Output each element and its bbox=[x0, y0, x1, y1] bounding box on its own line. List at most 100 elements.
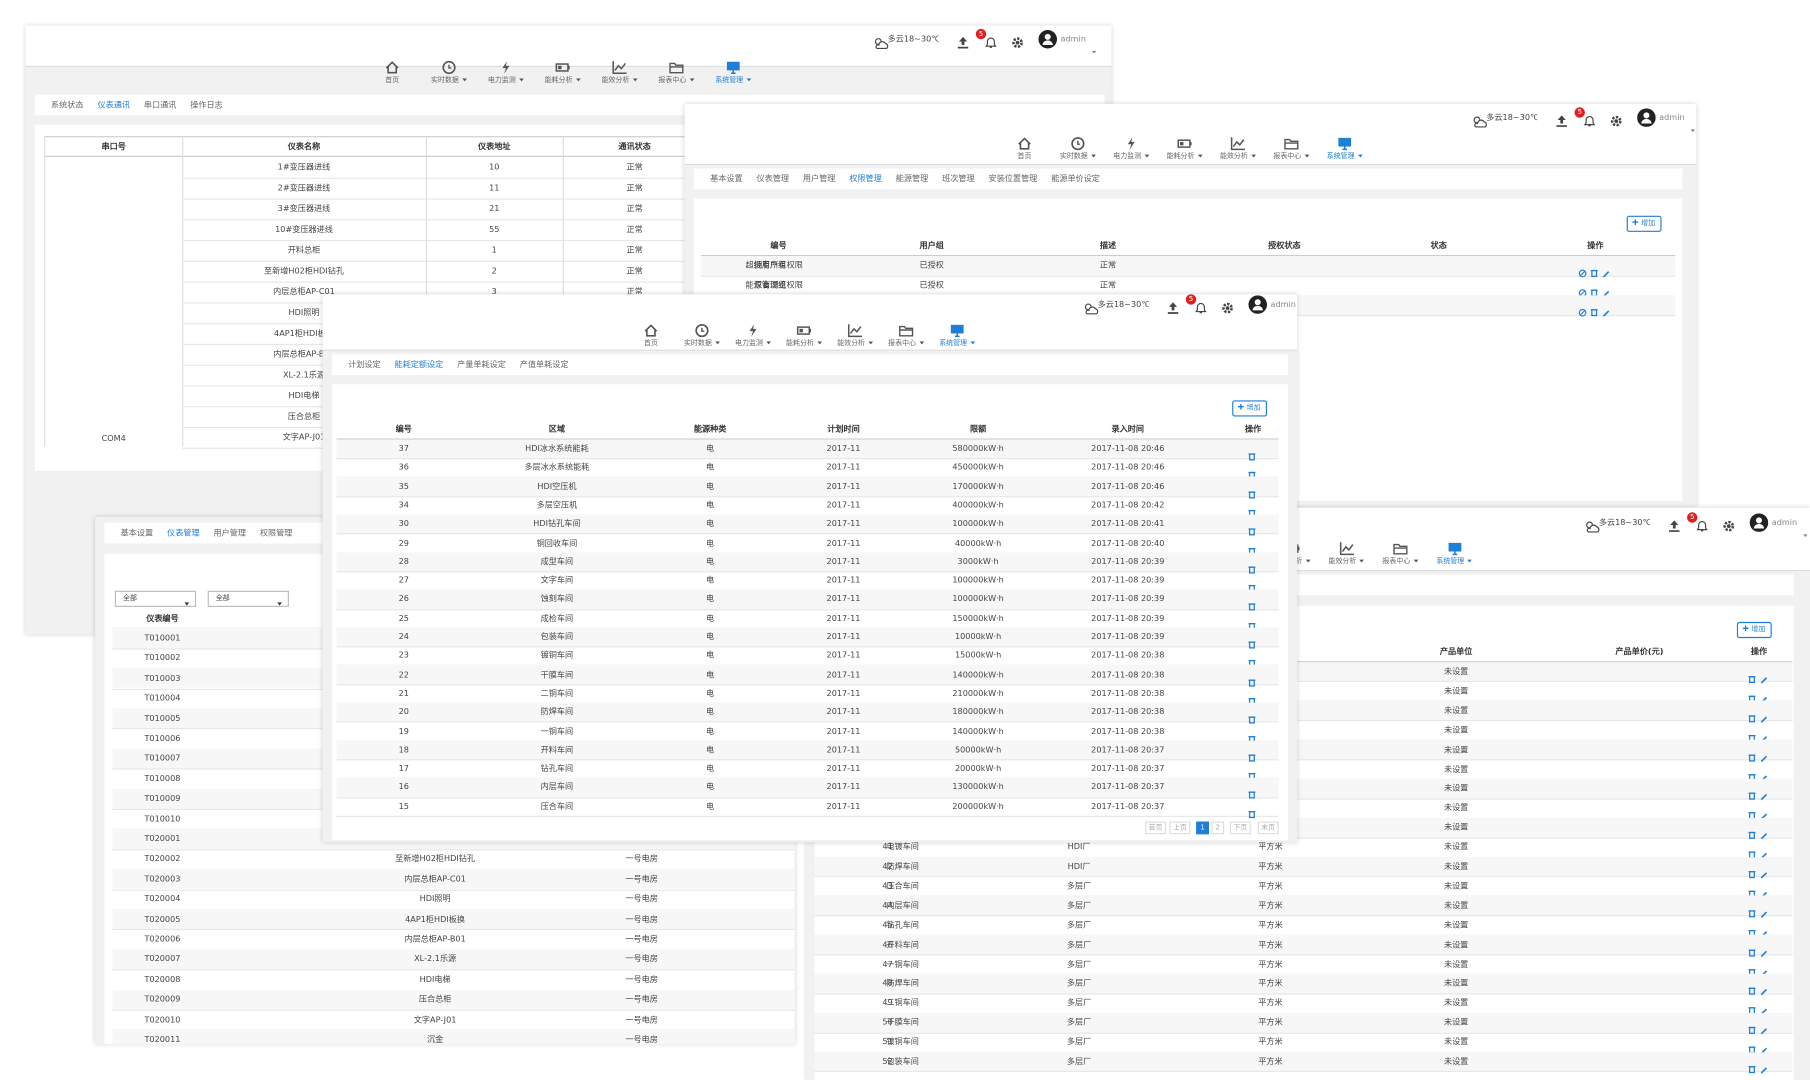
nav-label[interactable]: 首页 bbox=[643, 339, 658, 348]
page-button[interactable]: 末页 bbox=[1257, 821, 1279, 835]
bell-icon[interactable] bbox=[1695, 516, 1709, 532]
nav-label[interactable]: 系统管理 bbox=[1326, 152, 1355, 161]
tab[interactable]: 仪表管理 bbox=[756, 174, 789, 184]
nav-icon[interactable] bbox=[949, 321, 965, 338]
nav-item[interactable]: 首页 bbox=[616, 338, 686, 348]
row-action[interactable] bbox=[1759, 959, 1768, 977]
add-label[interactable]: 增加 bbox=[1751, 625, 1766, 634]
upload-icon[interactable] bbox=[1667, 516, 1681, 532]
settings-icon[interactable] bbox=[1221, 298, 1235, 314]
row-action[interactable] bbox=[1247, 613, 1256, 630]
row-action[interactable] bbox=[1590, 280, 1599, 297]
row-action[interactable] bbox=[1759, 920, 1768, 938]
nav-icon[interactable] bbox=[668, 58, 684, 74]
row-action[interactable] bbox=[1247, 651, 1256, 668]
row-action[interactable] bbox=[1247, 726, 1256, 743]
row-action[interactable] bbox=[1247, 708, 1256, 724]
tab[interactable]: 产量单耗设定 bbox=[457, 360, 506, 370]
nav-icon[interactable] bbox=[1123, 134, 1139, 151]
nav-label[interactable]: 能耗分析 bbox=[544, 76, 573, 85]
row-action[interactable] bbox=[1759, 881, 1768, 899]
filter-select[interactable]: 全部 bbox=[114, 590, 197, 607]
avatar[interactable] bbox=[1749, 513, 1769, 532]
nav-icon[interactable] bbox=[1338, 539, 1354, 556]
tab[interactable]: 系统状态 bbox=[51, 100, 84, 110]
nav-icon[interactable] bbox=[611, 58, 627, 75]
nav-item[interactable]: 实时数据 bbox=[414, 75, 484, 85]
row-action[interactable] bbox=[1247, 519, 1256, 536]
page-button[interactable]: 首页 bbox=[1145, 821, 1167, 835]
nav-icon[interactable] bbox=[847, 321, 863, 338]
nav-label[interactable]: 系统管理 bbox=[1436, 557, 1465, 566]
row-action[interactable] bbox=[1759, 862, 1768, 879]
nav-label[interactable]: 系统管理 bbox=[715, 76, 744, 85]
tab[interactable]: 基本设置 bbox=[120, 528, 154, 538]
nav-icon[interactable] bbox=[555, 58, 571, 73]
nav-item[interactable]: 首页 bbox=[990, 151, 1060, 161]
nav-item[interactable]: 能耗分析 bbox=[1150, 151, 1220, 161]
row-action[interactable] bbox=[1747, 823, 1756, 840]
nav-item[interactable]: 能耗分析 bbox=[769, 338, 839, 348]
nav-label[interactable]: 能耗分析 bbox=[1166, 152, 1195, 161]
row-action[interactable] bbox=[1590, 300, 1599, 317]
row-action[interactable] bbox=[1747, 959, 1756, 976]
tab[interactable]: 仪表通讯 bbox=[97, 100, 130, 110]
settings-icon[interactable] bbox=[1722, 516, 1736, 532]
nav-label[interactable]: 能耗分析 bbox=[786, 339, 814, 348]
nav-icon[interactable] bbox=[643, 321, 659, 337]
nav-label[interactable]: 系统管理 bbox=[939, 339, 968, 348]
row-action[interactable] bbox=[1247, 783, 1256, 799]
settings-icon[interactable] bbox=[1609, 111, 1623, 127]
row-action[interactable] bbox=[1759, 901, 1768, 918]
row-action[interactable] bbox=[1759, 940, 1768, 957]
row-action[interactable] bbox=[1601, 261, 1610, 278]
nav-item[interactable]: 能耗分析 bbox=[528, 75, 598, 85]
nav-label[interactable]: 报表中心 bbox=[658, 76, 687, 85]
page-button[interactable]: 1 bbox=[1196, 821, 1209, 835]
row-action[interactable] bbox=[1759, 784, 1768, 801]
row-action[interactable] bbox=[1747, 686, 1756, 703]
nav-item[interactable]: 电力监测 bbox=[471, 75, 541, 85]
nav-label[interactable]: 电力监测 bbox=[1113, 152, 1142, 161]
row-action[interactable] bbox=[1247, 802, 1256, 818]
nav-icon[interactable] bbox=[1177, 134, 1193, 149]
nav-label[interactable]: 实时数据 bbox=[431, 76, 459, 85]
nav-label[interactable]: 实时数据 bbox=[1059, 152, 1088, 161]
row-action[interactable] bbox=[1747, 667, 1756, 684]
row-action[interactable] bbox=[1747, 901, 1756, 918]
nav-item[interactable]: 首页 bbox=[357, 75, 427, 85]
row-action[interactable] bbox=[1759, 1018, 1768, 1035]
row-action[interactable] bbox=[1247, 463, 1256, 480]
tab[interactable]: 计划设定 bbox=[348, 360, 381, 370]
row-action[interactable] bbox=[1759, 686, 1768, 704]
nav-label[interactable]: 报表中心 bbox=[1273, 152, 1302, 161]
add-button[interactable]: 增加 bbox=[1736, 621, 1772, 639]
row-action[interactable] bbox=[1747, 1057, 1756, 1074]
tab[interactable]: 班次管理 bbox=[942, 174, 975, 184]
row-action[interactable] bbox=[1759, 667, 1768, 684]
upload-icon[interactable] bbox=[1166, 298, 1180, 314]
add-button[interactable]: 增加 bbox=[1626, 215, 1662, 232]
row-action[interactable] bbox=[1759, 764, 1768, 782]
nav-item[interactable]: 报表中心 bbox=[1366, 556, 1436, 566]
row-action[interactable] bbox=[1247, 557, 1256, 574]
user-name[interactable]: admin bbox=[1659, 113, 1685, 123]
row-action[interactable] bbox=[1247, 764, 1256, 781]
tab[interactable]: 基本设置 bbox=[710, 174, 743, 184]
bell-icon[interactable] bbox=[1583, 111, 1597, 127]
add-button[interactable]: 增加 bbox=[1232, 400, 1268, 417]
row-action[interactable] bbox=[1747, 881, 1756, 898]
row-action[interactable] bbox=[1747, 803, 1756, 820]
page-button[interactable]: 2 bbox=[1211, 821, 1225, 835]
tab[interactable]: 用户管理 bbox=[213, 528, 246, 538]
nav-item[interactable]: 系统管理 bbox=[698, 75, 768, 85]
page-button[interactable]: 上页 bbox=[1169, 821, 1191, 835]
tab[interactable]: 操作日志 bbox=[190, 100, 223, 110]
row-action[interactable] bbox=[1247, 482, 1256, 499]
upload-icon[interactable] bbox=[1555, 111, 1569, 127]
nav-icon[interactable] bbox=[1230, 134, 1246, 151]
row-action[interactable] bbox=[1590, 261, 1599, 277]
filter-select[interactable]: 全部 bbox=[207, 590, 289, 607]
user-name[interactable]: admin bbox=[1771, 518, 1798, 528]
row-action[interactable] bbox=[1759, 823, 1768, 840]
